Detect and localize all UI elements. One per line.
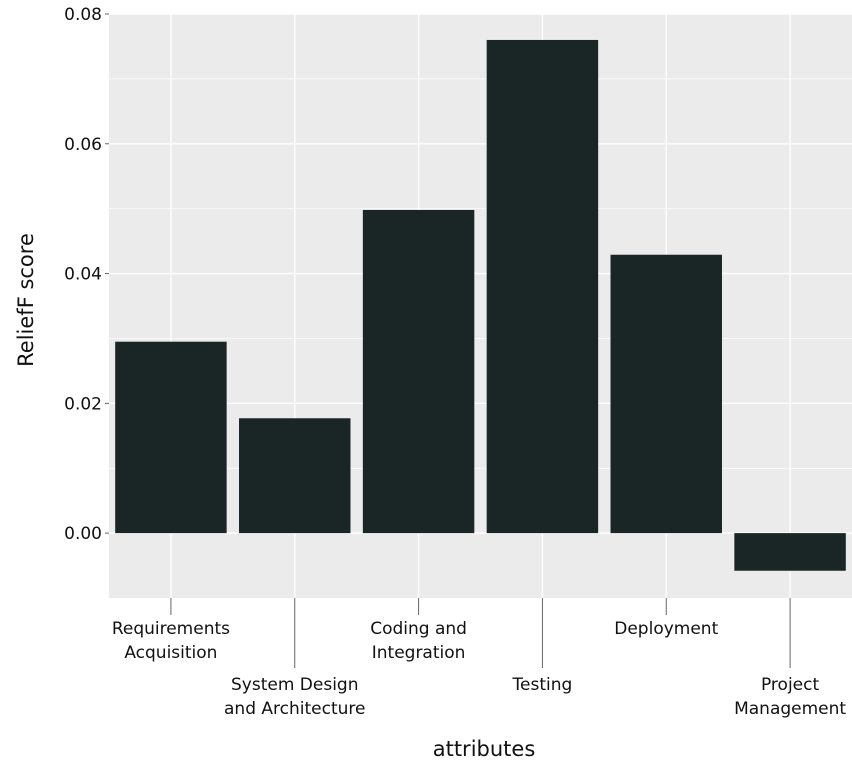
y-axis-title: ReliefF score [14,233,38,367]
x-tick-label: Requirements Acquisition [112,619,230,663]
bar [734,533,846,571]
bars [115,39,846,571]
y-tick-label: 0.08 [64,5,102,25]
x-tick-label: Testing [512,675,573,695]
x-tick-label: Project Management [734,675,846,719]
y-tick-label: 0.06 [64,135,102,155]
x-axis: Requirements Acquisition System Design and … [112,598,846,719]
x-axis-title: attributes [433,737,536,761]
bar [115,341,227,534]
x-tick-label: Deployment [614,619,718,639]
bar [486,39,599,534]
y-tick-label: 0.02 [64,394,102,414]
x-tick-label: Coding and Integration [370,619,467,663]
y-axis: 0.00 0.02 0.04 0.06 0.08 [64,5,109,544]
bar [610,254,722,534]
y-tick-label: 0.04 [64,265,102,285]
plot-panel [109,14,852,598]
y-tick-label: 0.00 [64,524,102,544]
bar [239,418,351,534]
x-tick-label: System Design and Architecture [224,675,365,719]
bar [362,209,475,534]
